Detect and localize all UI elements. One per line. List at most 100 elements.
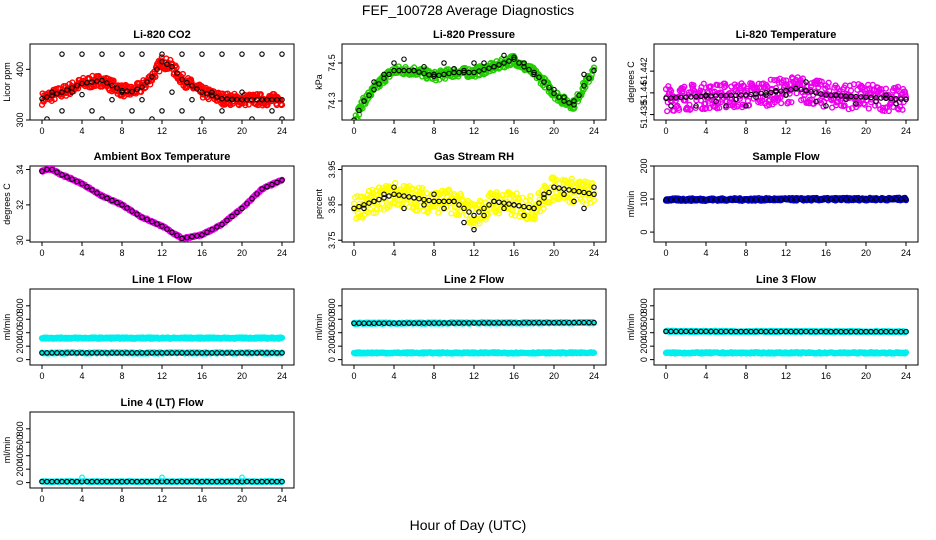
mean-point [491, 320, 497, 326]
mean-point [119, 202, 125, 208]
extra-point [833, 92, 839, 98]
mean-point [104, 80, 110, 86]
mean-point [441, 320, 447, 326]
x-tick-label: 12 [157, 248, 167, 258]
mean-point [426, 72, 432, 78]
y-tick-label: 800 [639, 298, 649, 313]
mean-point [169, 229, 175, 236]
x-tick-label: 0 [351, 248, 356, 258]
mean-point [214, 94, 220, 100]
mean-point [149, 350, 155, 356]
data-point [899, 106, 906, 113]
mean-point [803, 196, 809, 203]
mean-point [581, 319, 587, 326]
data-point [766, 96, 773, 103]
mean-point [471, 69, 477, 76]
mean-point [753, 196, 759, 203]
extra-point [581, 71, 587, 78]
mean-point [164, 226, 170, 232]
mean-point [214, 350, 220, 356]
mean-point [179, 350, 185, 356]
mean-point [64, 350, 70, 356]
x-tick-label: 8 [431, 126, 436, 136]
data-point [152, 73, 159, 81]
extra-point [381, 191, 387, 198]
mean-point [109, 350, 115, 356]
extra-point [421, 202, 427, 208]
extra-point [813, 98, 819, 105]
extra-point [431, 191, 437, 198]
mean-point [798, 86, 804, 93]
data-point [788, 99, 795, 106]
x-tick-label: 4 [79, 126, 84, 136]
mean-point [59, 350, 65, 356]
y-tick-label: 51.44 [639, 82, 649, 105]
y-tick-label: 0 [639, 357, 649, 362]
extra-point [199, 51, 205, 57]
mean-point [541, 195, 547, 201]
figure-title: FEF_100728 Average Diagnostics [361, 2, 575, 18]
mean-point [833, 196, 839, 202]
x-tick-label: 24 [589, 371, 599, 381]
mean-point [239, 205, 245, 212]
mean-point [114, 350, 120, 356]
data-point [590, 64, 598, 71]
mean-point [723, 92, 729, 99]
mean-point [149, 74, 155, 80]
mean-point [44, 350, 50, 356]
mean-point [254, 191, 260, 197]
mean-point [818, 91, 824, 97]
data-point [513, 190, 520, 197]
extra-point [531, 71, 537, 78]
mean-point [169, 350, 175, 356]
mean-point [903, 196, 909, 202]
mean-point [39, 168, 45, 175]
mean-point [848, 93, 854, 100]
mean-point [376, 196, 382, 203]
extra-point [391, 184, 397, 190]
mean-point [54, 169, 60, 175]
data-point [538, 200, 545, 207]
mean-point [396, 192, 402, 198]
mean-point [89, 79, 95, 85]
mean-point [526, 320, 532, 326]
extra-point [703, 92, 709, 98]
mean-point [199, 350, 205, 356]
mean-point [853, 93, 859, 100]
mean-point [269, 96, 275, 103]
data-point [531, 213, 538, 220]
mean-point [169, 64, 175, 70]
mean-point [124, 205, 130, 211]
mean-point [164, 350, 170, 356]
data-point [435, 209, 442, 216]
extra-point [783, 92, 789, 98]
mean-point [668, 95, 674, 101]
mean-point [843, 93, 849, 99]
mean-point [853, 196, 859, 202]
mean-point [386, 320, 392, 326]
x-tick-label: 24 [277, 371, 287, 381]
data-point [783, 77, 790, 84]
mean-point [214, 224, 220, 230]
x-tick-label: 12 [781, 126, 791, 136]
extra-point [441, 205, 447, 212]
mean-point [758, 196, 764, 203]
mean-point [376, 320, 382, 326]
y-tick-label: 800 [327, 298, 337, 313]
mean-point [708, 93, 714, 99]
mean-point [798, 196, 804, 203]
mean-point [521, 320, 527, 326]
mean-point [516, 203, 522, 209]
mean-point [778, 196, 784, 203]
mean-point [883, 95, 889, 102]
mean-point [566, 100, 572, 106]
y-tick-label: 400 [327, 325, 337, 340]
panel-title: Li-820 CO2 [133, 29, 190, 41]
extra-point [239, 51, 245, 57]
data-points [38, 166, 286, 242]
data-point [448, 210, 455, 217]
extra-point [481, 212, 487, 219]
mean-point [351, 205, 357, 212]
x-tick-label: 24 [277, 248, 287, 258]
